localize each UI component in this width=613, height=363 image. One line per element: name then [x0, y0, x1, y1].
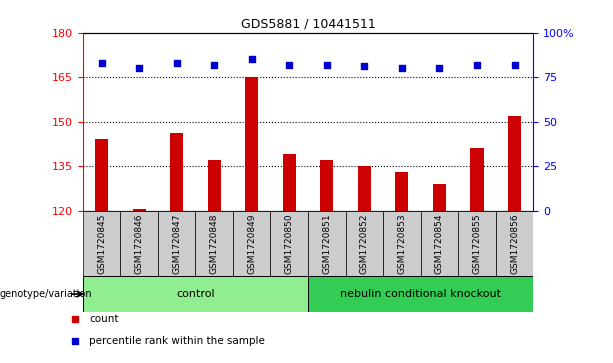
Text: percentile rank within the sample: percentile rank within the sample	[89, 336, 265, 346]
Text: nebulin conditional knockout: nebulin conditional knockout	[340, 289, 501, 299]
Bar	[358, 166, 371, 211]
Bar	[421, 211, 458, 276]
Bar	[208, 160, 221, 211]
Point	[172, 60, 181, 66]
Point	[435, 65, 444, 71]
Text: GSM1720853: GSM1720853	[397, 214, 406, 274]
Bar	[433, 184, 446, 211]
Text: GSM1720851: GSM1720851	[322, 214, 331, 274]
Bar	[346, 211, 383, 276]
Title: GDS5881 / 10441511: GDS5881 / 10441511	[241, 17, 375, 30]
Text: GSM1720847: GSM1720847	[172, 214, 181, 274]
Point	[97, 60, 107, 66]
Bar	[95, 139, 108, 211]
Point	[134, 65, 144, 71]
Text: count: count	[89, 314, 118, 325]
Bar	[196, 211, 233, 276]
Bar	[170, 134, 183, 211]
Bar	[283, 154, 296, 211]
Text: GSM1720852: GSM1720852	[360, 214, 369, 274]
Bar	[132, 209, 146, 211]
Bar	[395, 172, 408, 211]
Bar	[270, 211, 308, 276]
Bar	[470, 148, 484, 211]
Point	[322, 62, 332, 68]
Bar	[383, 211, 421, 276]
Text: GSM1720855: GSM1720855	[473, 214, 481, 274]
Bar	[308, 211, 346, 276]
Point	[397, 65, 407, 71]
Point	[359, 64, 369, 69]
Bar	[320, 160, 333, 211]
Bar	[308, 276, 533, 312]
Point	[509, 62, 519, 68]
Bar	[120, 211, 158, 276]
Text: GSM1720850: GSM1720850	[285, 214, 294, 274]
Text: GSM1720856: GSM1720856	[510, 214, 519, 274]
Bar	[508, 116, 521, 211]
Bar	[83, 276, 308, 312]
Text: GSM1720846: GSM1720846	[135, 214, 143, 274]
Text: control: control	[176, 289, 215, 299]
Text: GSM1720849: GSM1720849	[247, 214, 256, 274]
Text: genotype/variation: genotype/variation	[0, 289, 93, 299]
Point	[472, 62, 482, 68]
Bar	[245, 77, 258, 211]
Bar	[233, 211, 270, 276]
Text: GSM1720848: GSM1720848	[210, 214, 219, 274]
Bar	[158, 211, 196, 276]
Text: GSM1720845: GSM1720845	[97, 214, 106, 274]
Bar	[83, 211, 120, 276]
Bar	[496, 211, 533, 276]
Bar	[458, 211, 496, 276]
Point	[209, 62, 219, 68]
Point	[247, 56, 257, 62]
Text: GSM1720854: GSM1720854	[435, 214, 444, 274]
Point	[284, 62, 294, 68]
